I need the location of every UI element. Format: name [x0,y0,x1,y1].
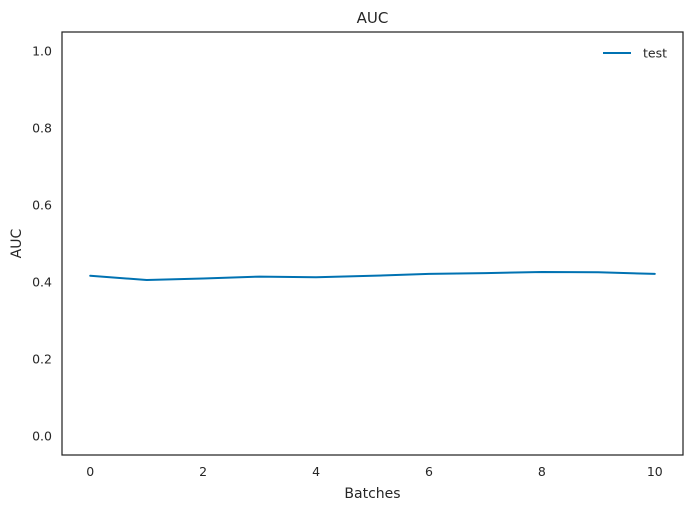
x-tick-label: 6 [425,464,433,479]
chart-title: AUC [357,9,389,27]
x-tick-label: 10 [647,464,663,479]
x-tick-label: 2 [199,464,207,479]
series-line-test [89,271,656,281]
x-tick-label: 0 [86,464,94,479]
x-axis-label: Batches [344,486,400,502]
y-tick-label: 0.8 [32,121,52,136]
y-tick-label: 1.0 [32,44,52,59]
x-tick-label: 4 [312,464,320,479]
y-axis-ticks: 0.0 0.2 0.4 0.6 0.8 1.0 [32,44,52,444]
axes-frame [61,31,684,456]
x-tick-label: 8 [538,464,546,479]
legend-label-test: test [643,46,667,61]
y-axis-label: AUC [9,228,25,258]
x-axis-ticks: 0 2 4 6 8 10 [86,464,663,479]
y-tick-label: 0.6 [32,198,52,213]
legend: test [603,46,667,61]
y-tick-label: 0.2 [32,351,52,366]
y-tick-label: 0.4 [32,274,52,289]
y-tick-label: 0.0 [32,428,52,443]
